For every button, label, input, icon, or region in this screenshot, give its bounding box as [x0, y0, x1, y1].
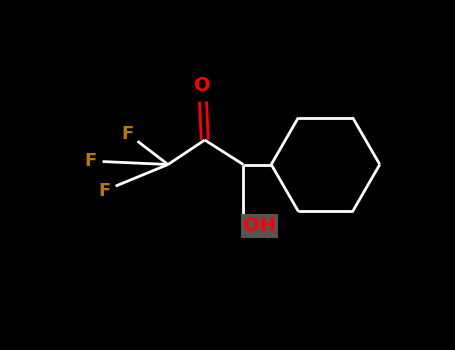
Text: F: F: [84, 152, 96, 170]
Text: F: F: [98, 182, 111, 200]
Text: O: O: [194, 76, 211, 95]
Text: F: F: [121, 125, 134, 143]
Text: OH: OH: [243, 216, 276, 235]
